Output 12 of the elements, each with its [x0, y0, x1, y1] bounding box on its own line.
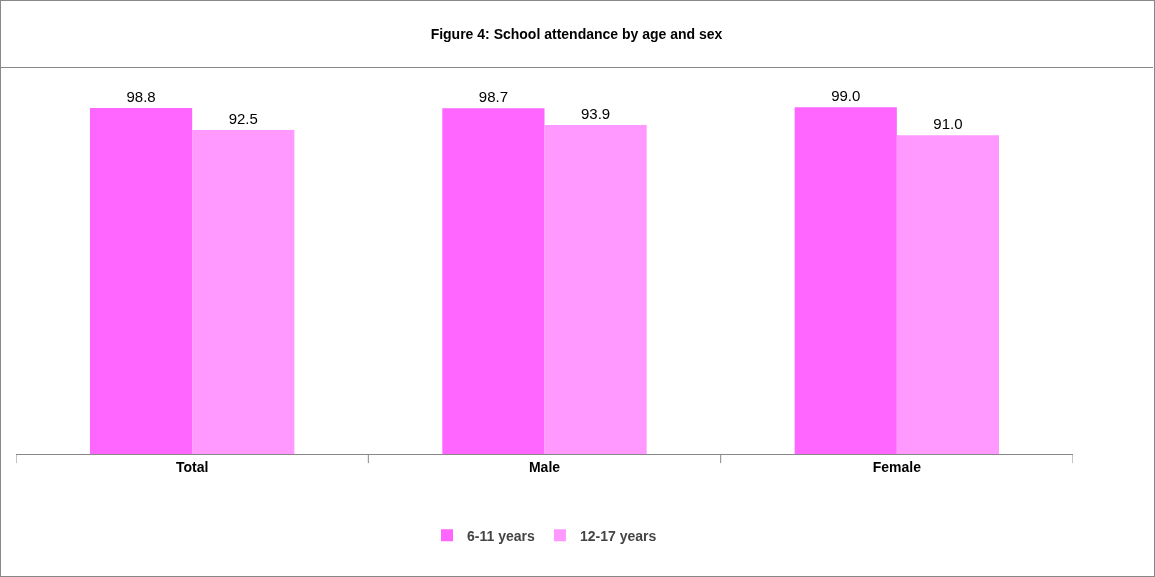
data-label: 92.5: [228, 110, 258, 128]
chart-title: Figure 4: School attendance by age and sex: [0, 0, 1153, 68]
data-label: 98.7: [478, 88, 509, 106]
data-label: 91.0: [933, 115, 963, 133]
data-label: 98.8: [126, 87, 156, 105]
legend-label: 6-11 years: [467, 527, 535, 544]
data-label: 99.0: [831, 87, 861, 105]
legend-label: 12-17 years: [579, 527, 657, 544]
x-tick-label: Female: [872, 458, 922, 475]
x-tick-label: Total: [175, 458, 209, 475]
data-label: 93.9: [580, 105, 611, 123]
x-tick-label: Male: [528, 458, 561, 475]
